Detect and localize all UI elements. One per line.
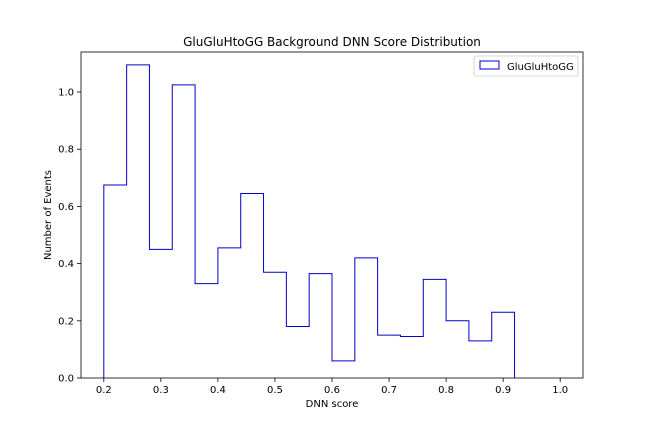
- y-axis-ticks: 0.0 0.2 0.4 0.6 0.8 1.0: [58, 88, 81, 385]
- y-tick-label: 1.0: [58, 88, 74, 99]
- histogram-bin: [355, 258, 378, 378]
- legend-entry-glugluhtogg: GluGluHtoGG: [507, 62, 574, 73]
- y-tick-label: 0.4: [58, 259, 74, 270]
- legend-swatch: [479, 60, 500, 70]
- histogram-bin: [286, 327, 309, 378]
- histogram-bin: [195, 284, 218, 378]
- x-tick-label: 0.3: [153, 385, 169, 396]
- x-tick-label: 0.9: [495, 385, 511, 396]
- histogram-bin: [104, 185, 127, 378]
- chart-title: GluGluHtoGG Background DNN Score Distrib…: [183, 35, 481, 49]
- histogram-bin: [172, 85, 195, 378]
- y-axis-label: Number of Events: [43, 170, 54, 260]
- y-tick-label: 0.6: [58, 202, 74, 213]
- x-tick-label: 1.0: [552, 385, 568, 396]
- histogram-bin: [264, 272, 287, 378]
- x-tick-label: 0.7: [381, 385, 397, 396]
- x-axis-ticks: 0.2 0.3 0.4 0.5 0.6 0.7 0.8 0.9 1.0: [96, 378, 568, 396]
- x-tick-label: 0.8: [438, 385, 454, 396]
- histogram-bin: [309, 274, 332, 378]
- histogram-bin: [400, 337, 423, 378]
- x-tick-label: 0.2: [96, 385, 112, 396]
- histogram-step-line: [103, 64, 516, 378]
- histogram-bin: [492, 312, 515, 378]
- x-axis-label: DNN score: [306, 399, 359, 410]
- histogram-bin: [127, 65, 150, 378]
- legend-box: [473, 55, 579, 77]
- x-tick-label: 0.4: [210, 385, 226, 396]
- y-tick-label: 0.8: [58, 145, 74, 156]
- histogram-layer: [103, 64, 516, 378]
- y-tick-label: 0.2: [58, 316, 74, 327]
- y-tick-label: 0.0: [58, 374, 74, 385]
- histogram-bin: [378, 335, 401, 378]
- histogram-bin: [423, 279, 446, 378]
- x-tick-label: 0.6: [324, 385, 340, 396]
- histogram-bin: [218, 248, 241, 378]
- histogram-bin: [149, 249, 172, 378]
- histogram-bin: [469, 341, 492, 378]
- histogram-bin: [241, 194, 264, 378]
- legend: GluGluHtoGG: [473, 55, 579, 77]
- x-tick-label: 0.5: [267, 385, 283, 396]
- histogram-bin: [446, 321, 469, 378]
- histogram-bin: [332, 361, 355, 378]
